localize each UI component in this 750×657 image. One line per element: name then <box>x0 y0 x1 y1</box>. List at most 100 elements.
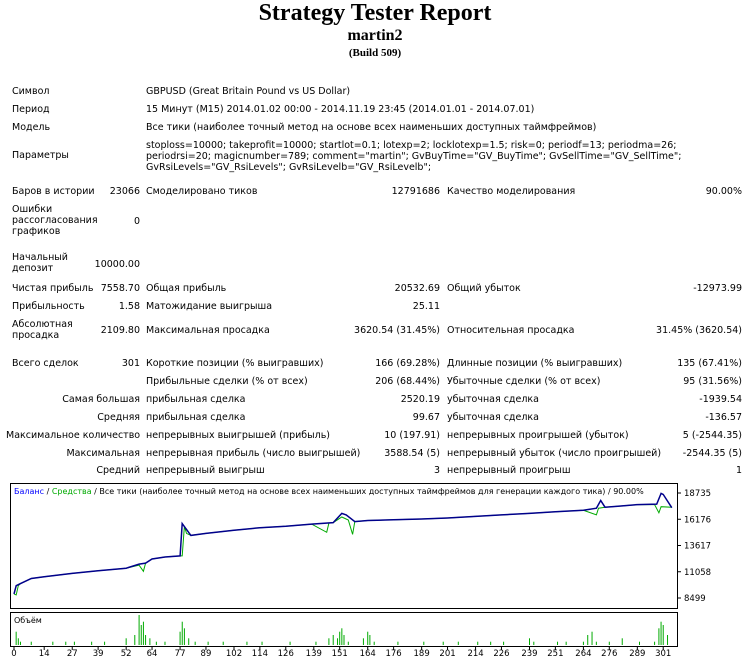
x-tick-label: 114 <box>252 649 268 657</box>
y-tick-label: 11058 <box>684 568 711 578</box>
x-tick-label: 301 <box>655 649 671 657</box>
bars-value: 23066 <box>109 186 140 197</box>
params-value: stoploss=10000; takeprofit=10000; startl… <box>146 140 682 173</box>
x-tick-label: 126 <box>278 649 294 657</box>
max-consec-wins-value: 10 (197.91) <box>384 430 440 441</box>
short-positions-value: 166 (69.28%) <box>375 358 440 369</box>
average-loss-label: убыточная сделка <box>447 412 539 423</box>
maximal-label: Максимальная <box>66 448 140 459</box>
x-tick-label: 64 <box>147 649 158 657</box>
x-tick-label: 102 <box>226 649 242 657</box>
max-consec-losses-value: 5 (-2544.35) <box>682 430 742 441</box>
volume-label: Объём <box>14 616 42 625</box>
x-tick-label: 14 <box>39 649 50 657</box>
gross-loss-label: Общий убыток <box>447 283 521 294</box>
x-tick-label: 289 <box>629 649 645 657</box>
y-tick-label: 18735 <box>684 489 711 499</box>
quality-value: 90.00% <box>705 186 742 197</box>
model-label: Модель <box>12 122 51 133</box>
average-profit-label: прибыльная сделка <box>146 412 246 423</box>
total-trades-label: Всего сделок <box>12 358 79 369</box>
x-tick-label: 276 <box>601 649 617 657</box>
profit-factor-value: 1.58 <box>118 301 140 312</box>
x-tick-label: 264 <box>575 649 591 657</box>
short-positions-label: Короткие позиции (% выигравших) <box>146 358 324 369</box>
build-number: (Build 509) <box>348 47 402 59</box>
x-tick-label: 176 <box>385 649 401 657</box>
balance-chart-svg: Баланс / Средства / Все тики (наиболее т… <box>10 483 711 657</box>
x-tick-label: 139 <box>306 649 322 657</box>
rel-drawdown-value: 31.45% (3620.54) <box>656 325 742 336</box>
long-positions-label: Длинные позиции (% выигравших) <box>447 358 623 369</box>
x-tick-label: 189 <box>414 649 430 657</box>
y-tick-label: 8499 <box>684 594 706 604</box>
net-profit-value: 7558.70 <box>100 283 140 294</box>
profit-trades-label: Прибыльные сделки (% от всех) <box>146 376 308 387</box>
x-tick-label: 0 <box>11 649 16 657</box>
largest-profit-label: прибыльная сделка <box>146 394 246 405</box>
max-consec-losses-label: непрерывных проигрышей (убыток) <box>447 430 629 441</box>
period-label: Период <box>12 104 50 115</box>
quality-label: Качество моделирования <box>447 186 576 197</box>
max-consec-wins-label: непрерывных выигрышей (прибыль) <box>146 430 331 441</box>
gross-profit-value: 20532.69 <box>394 283 440 294</box>
average-profit-value: 99.67 <box>412 412 440 423</box>
symbol-value: GBPUSD (Great Britain Pound vs US Dollar… <box>146 86 351 97</box>
bars-label: Баров в истории <box>12 186 95 197</box>
avg-consec-wins-value: 3 <box>433 465 440 476</box>
chart-legend: Баланс / Средства / Все тики (наиболее т… <box>14 487 644 496</box>
maximal-consec-loss-label: непрерывный убыток (число проигрышей) <box>447 448 662 459</box>
x-tick-label: 226 <box>493 649 509 657</box>
legend-equity: Средства <box>52 487 92 496</box>
balance-chart: Баланс / Средства / Все тики (наиболее т… <box>10 483 742 657</box>
largest-loss-label: убыточная сделка <box>447 394 539 405</box>
max-drawdown-label: Максимальная просадка <box>146 325 270 336</box>
x-tick-label: 151 <box>332 649 348 657</box>
x-tick-label: 77 <box>175 649 186 657</box>
main-plot-frame <box>10 483 678 609</box>
total-trades-value: 301 <box>121 358 140 369</box>
maximal-consec-profit-value: 3588.54 (5) <box>384 448 440 459</box>
avg-consec-losses-value: 1 <box>735 465 742 476</box>
x-tick-label: 214 <box>467 649 483 657</box>
x-tick-label: 164 <box>360 649 376 657</box>
legend-balance: Баланс <box>14 487 44 496</box>
max-drawdown-value: 3620.54 (31.45%) <box>354 325 440 336</box>
gross-profit-label: Общая прибыль <box>146 283 227 294</box>
rel-drawdown-label: Относительная просадка <box>447 325 575 336</box>
profit-trades-value: 206 (68.44%) <box>375 376 440 387</box>
expected-payoff-label: Матожидание выигрыша <box>146 301 273 312</box>
expected-payoff-value: 25.11 <box>412 301 440 312</box>
errors-value: 0 <box>133 216 140 227</box>
x-tick-label: 201 <box>439 649 455 657</box>
gross-loss-value: -12973.99 <box>693 283 742 294</box>
report-title: Strategy Tester Report <box>258 0 492 26</box>
x-tick-label: 239 <box>521 649 537 657</box>
legend-description: / Все тики (наиболее точный метод на осн… <box>92 487 644 496</box>
maximal-consec-loss-value: -2544.35 (5) <box>682 448 742 459</box>
y-tick-label: 13617 <box>684 542 711 552</box>
balance-line <box>13 492 673 595</box>
long-positions-value: 135 (67.41%) <box>677 358 742 369</box>
ticks-value: 12791686 <box>391 186 440 197</box>
avg-consec-label: Средний <box>96 465 140 476</box>
maximal-consec-profit-label: непрерывная прибыль (число выигрышей) <box>146 448 361 459</box>
params-label: Параметры <box>12 150 69 161</box>
x-tick-label: 52 <box>121 649 132 657</box>
loss-trades-value: 95 (31.56%) <box>683 376 742 387</box>
errors-label: Ошибки рассогласования графиков <box>12 204 98 237</box>
legend-sep: / <box>44 487 52 496</box>
ticks-label: Смоделировано тиков <box>146 186 258 197</box>
abs-drawdown-label: Абсолютная просадка <box>12 319 73 341</box>
x-tick-label: 39 <box>93 649 104 657</box>
largest-loss-value: -1939.54 <box>699 394 742 405</box>
average-label: Средняя <box>97 412 140 423</box>
model-value: Все тики (наиболее точный метод на основ… <box>146 122 597 133</box>
deposit-value: 10000.00 <box>94 259 140 270</box>
y-tick-label: 16176 <box>684 515 711 525</box>
profit-factor-label: Прибыльность <box>12 301 85 312</box>
period-value: 15 Минут (M15) 2014.01.02 00:00 - 2014.1… <box>146 104 535 115</box>
avg-consec-wins-label: непрерывный выигрыш <box>146 465 265 476</box>
x-tick-label: 89 <box>201 649 212 657</box>
deposit-label: Начальный депозит <box>12 252 68 274</box>
